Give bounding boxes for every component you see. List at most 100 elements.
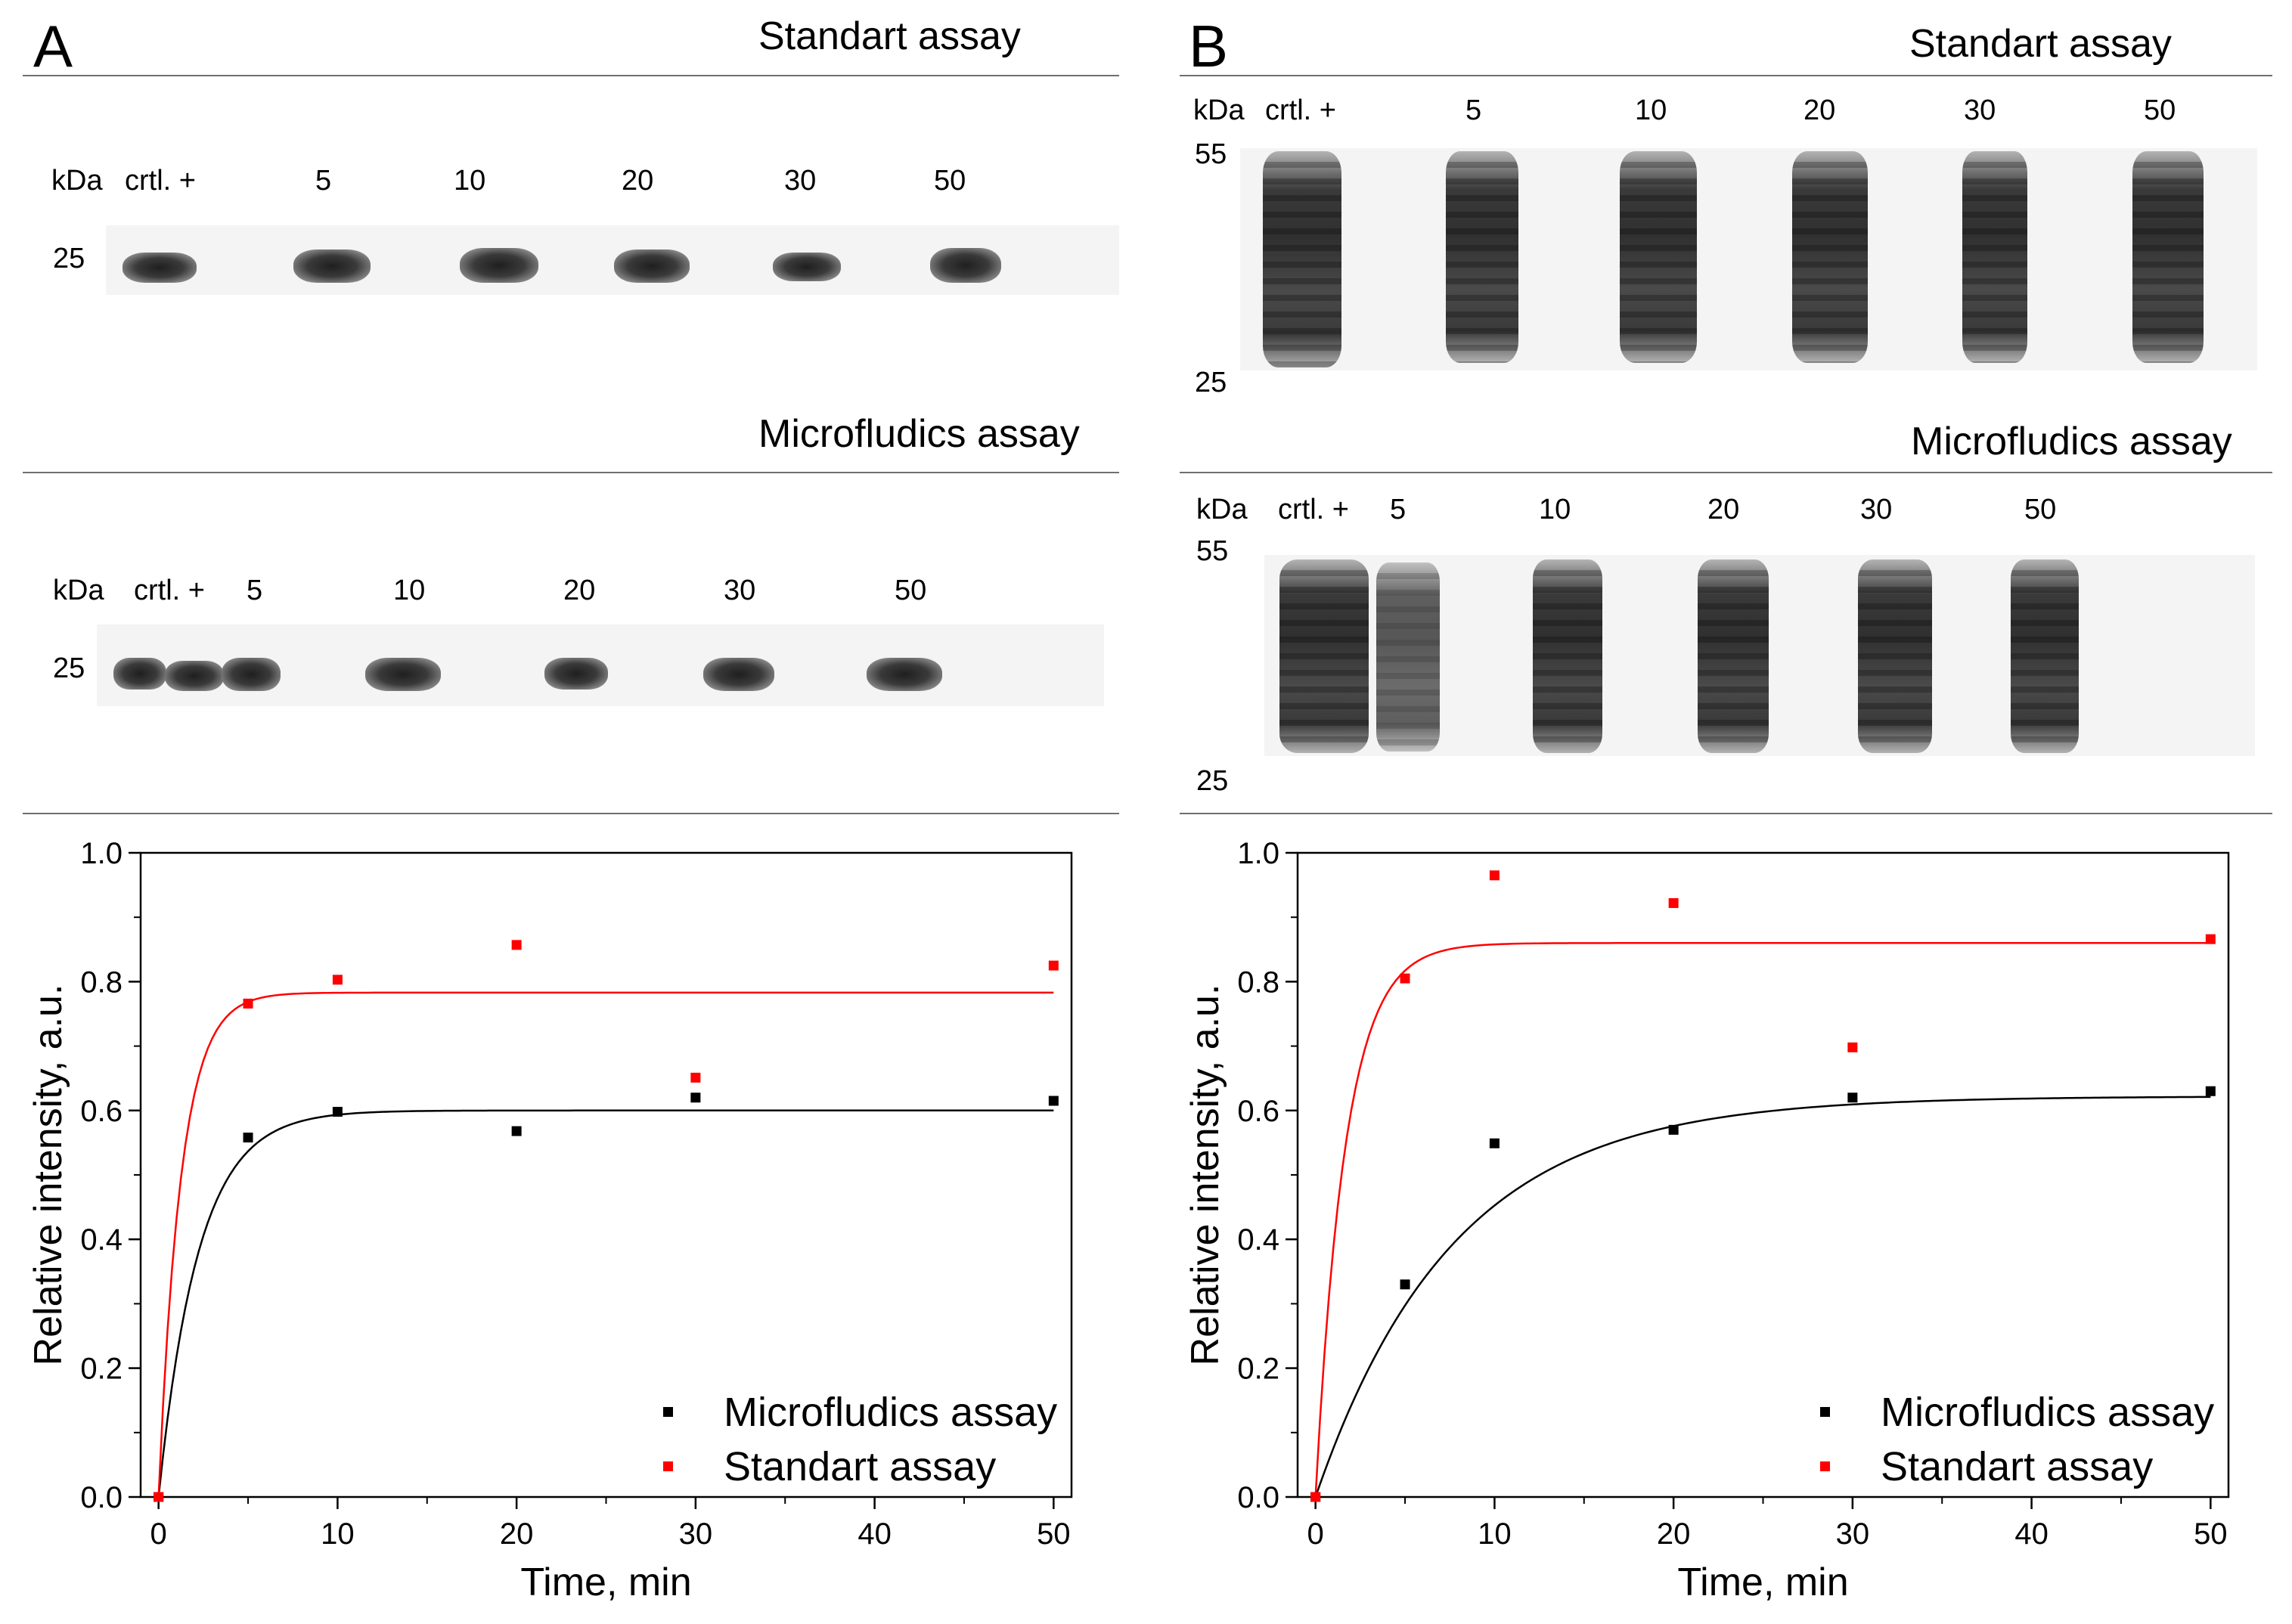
x-tick-label: 20 [500,1517,534,1551]
data-point-microfludics [1847,1092,1858,1103]
chart-b: 0 10 20 30 40 50 0.0 0.2 0.4 0.6 0.8 1.0 Time, min Re… [1183,837,2230,1604]
data-point-standart [1310,1492,1321,1502]
legend-marker [1820,1407,1830,1417]
legend-label: Standart assay [724,1444,996,1489]
kda-label: kDa [51,165,103,197]
data-point-microfludics [690,1092,701,1103]
lane-label-5: 5 [315,165,332,197]
lane-label-5: 5 [1465,95,1482,126]
band [1376,563,1440,752]
x-axis-label: Time, min [520,1560,691,1604]
legend-marker [663,1407,673,1417]
x-tick-label: 30 [679,1517,713,1551]
x-tick-label: 50 [2194,1517,2228,1551]
ctrl-lane-label: crtl. + [134,575,205,606]
marker-25: 25 [1196,765,1229,797]
divider [23,813,1119,814]
band [293,249,371,283]
data-point-standart [1489,870,1500,881]
data-point-microfludics [243,1133,253,1143]
marker-25: 25 [53,652,85,684]
western-blot-standart-a [106,225,1119,295]
data-point-standart [511,940,522,950]
divider [1180,75,2272,76]
lane-label-10: 10 [1635,95,1667,126]
western-blot-standart-b [1240,148,2257,370]
band [365,658,441,691]
band [123,253,197,283]
lane-label-5: 5 [1390,494,1407,525]
panel-b-standart-title: Standart assay [1909,22,2172,66]
lane-label-50: 50 [934,165,966,197]
data-point-microfludics [1048,1096,1059,1106]
marker-25: 25 [1195,367,1227,398]
x-tick-label: 30 [1836,1517,1870,1551]
band [113,658,166,690]
y-tick-label: 0.2 [80,1353,123,1386]
y-axis-label: Relative intensity, a.u. [1183,984,1227,1366]
band [1962,151,2027,363]
lane-label-10: 10 [1539,494,1571,525]
lane-label-10: 10 [393,575,426,606]
data-point-microfludics [332,1107,343,1117]
chart-a: 0 10 20 30 40 50 0.0 0.2 0.4 0.6 0.8 1.0 Time, min Re… [26,837,1073,1604]
band [544,658,608,690]
y-tick-label: 0.6 [80,1095,123,1128]
marker-55: 55 [1195,138,1227,170]
lane-label-20: 20 [1804,95,1836,126]
lane-label-20: 20 [563,575,596,606]
band [2011,559,2079,753]
y-tick-label: 1.0 [80,837,123,870]
legend-label: Microfludics assay [1881,1390,2214,1435]
x-tick-label: 0 [1307,1517,1324,1551]
data-point-standart [1048,960,1059,971]
band [1263,151,1341,367]
data-point-standart [2205,934,2216,944]
y-tick-label: 0.0 [80,1481,123,1514]
y-tick-label: 0.8 [1237,965,1279,999]
band [1533,559,1602,753]
lane-label-10: 10 [454,165,486,197]
fit-curve-microfludics [157,1109,1054,1498]
marker-55: 55 [1196,535,1229,567]
data-point-standart [1400,973,1410,984]
ctrl-lane-label: crtl. + [125,165,196,197]
divider [1180,472,2272,473]
band [703,658,774,691]
band [2132,151,2204,363]
band [222,658,281,691]
x-axis-label: Time, min [1677,1560,1848,1604]
band [867,658,942,691]
panel-b-microfludics-title: Microfludics assay [1911,420,2232,463]
panel-letter-a: A [33,13,73,79]
band [165,661,224,691]
ctrl-lane-label: crtl. + [1278,494,1349,525]
lane-label-20: 20 [622,165,654,197]
band [1858,559,1932,753]
data-point-microfludics [2205,1086,2216,1096]
lane-label-30: 30 [1860,494,1893,525]
band [773,253,841,281]
data-point-standart [332,975,343,985]
lane-label-30: 30 [1964,95,1996,126]
lane-label-30: 30 [724,575,756,606]
lane-label-30: 30 [784,165,817,197]
x-tick-label: 20 [1657,1517,1691,1551]
data-point-standart [690,1072,701,1083]
data-point-standart [1668,897,1679,908]
band [614,249,690,283]
data-point-microfludics [1400,1279,1410,1290]
lane-label-20: 20 [1707,494,1740,525]
legend-label: Microfludics assay [724,1390,1057,1435]
fit-curve-standart [157,991,1054,1498]
x-tick-label: 40 [858,1517,892,1551]
fit-curve-standart [1314,942,2211,1498]
x-tick-label: 10 [321,1517,355,1551]
band [930,248,1001,283]
western-blot-micro-a [97,624,1104,706]
band [1446,151,1518,363]
panel-a-microfludics-title: Microfludics assay [758,412,1080,456]
kda-label: kDa [53,575,104,606]
x-tick-label: 10 [1478,1517,1512,1551]
y-tick-label: 0.8 [80,965,123,999]
